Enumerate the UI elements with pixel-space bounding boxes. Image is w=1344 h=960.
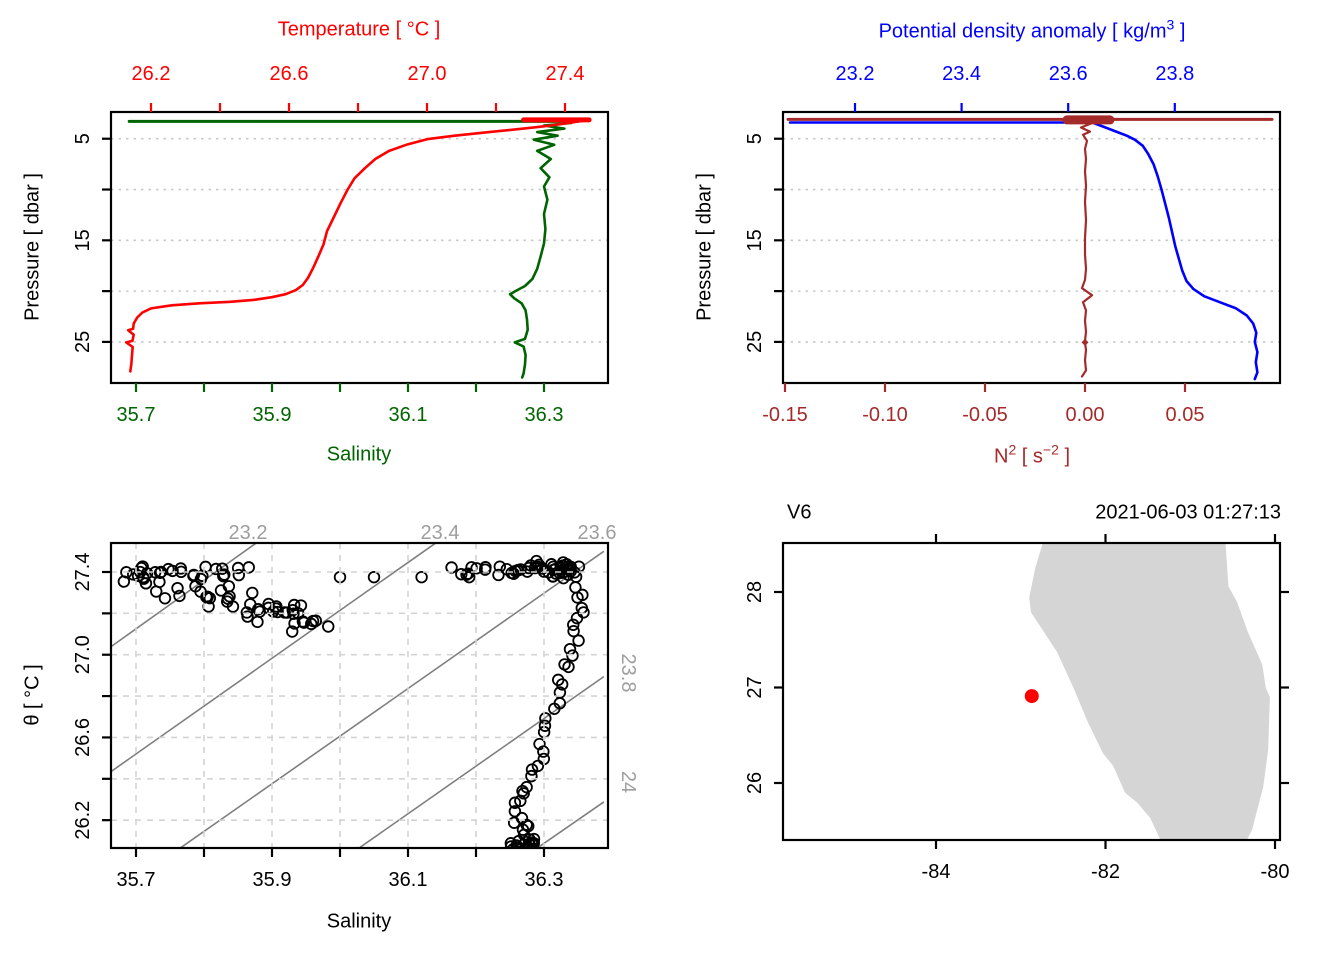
svg-text:28: 28: [744, 581, 766, 603]
station-map-frame: [781, 541, 1282, 842]
temperature-profile: [124, 119, 587, 373]
profile-density-n2-content: [783, 115, 1280, 381]
svg-text:23.6: 23.6: [1049, 63, 1088, 85]
svg-text:35.9: 35.9: [253, 404, 292, 426]
station-map-axis-lon: -84 -82 -80: [922, 840, 1290, 883]
svg-text:25: 25: [744, 331, 766, 353]
n2-axis-title: N2 [ s−2 ]: [993, 441, 1071, 468]
svg-text:36.1: 36.1: [389, 404, 428, 426]
svg-text:23.2: 23.2: [836, 63, 875, 85]
svg-text:5: 5: [72, 133, 94, 144]
svg-text:36.3: 36.3: [525, 869, 564, 891]
profile-density-n2-axis-n2: -0.15 -0.10 -0.05 0.00 0.05: [762, 383, 1204, 426]
svg-text:35.7: 35.7: [117, 404, 156, 426]
svg-text:35.7: 35.7: [117, 869, 156, 891]
svg-text:5: 5: [744, 133, 766, 144]
svg-text:23.4: 23.4: [942, 63, 981, 85]
profile-density-n2-axis-press: 5 15 25: [744, 133, 783, 353]
svg-text:27.4: 27.4: [72, 553, 94, 592]
profile-temp-sal-axis-press: 5 15 25: [72, 133, 111, 353]
svg-text:-0.10: -0.10: [862, 404, 908, 426]
svg-text:36.3: 36.3: [525, 404, 564, 426]
svg-text:27: 27: [744, 676, 766, 698]
temperature-axis-title: Temperature [ °C ]: [277, 18, 441, 41]
isopycnal-24: [536, 801, 605, 848]
svg-text:-80: -80: [1261, 861, 1290, 883]
salinity-axis-title-bottom: Salinity: [326, 910, 392, 933]
svg-text:24: 24: [617, 771, 639, 793]
florida-coastline: [1029, 543, 1270, 840]
ts-diagram-content: [111, 543, 608, 848]
svg-text:27.4: 27.4: [546, 63, 585, 85]
salinity-axis-title-top: Salinity: [326, 443, 392, 466]
theta-axis-title: θ [ °C ]: [21, 664, 44, 726]
svg-text:23.8: 23.8: [617, 654, 639, 693]
profile-temp-sal-content: [111, 117, 608, 379]
profile-density-n2-axis-dens: 23.2 23.4 23.6 23.8: [836, 63, 1194, 112]
svg-text:26: 26: [744, 772, 766, 794]
pressure-axis-title-left: Pressure [ dbar ]: [21, 173, 44, 321]
svg-text:-82: -82: [1091, 861, 1120, 883]
svg-text:23.4: 23.4: [421, 522, 460, 544]
svg-text:15: 15: [72, 229, 94, 251]
svg-text:0.00: 0.00: [1066, 404, 1105, 426]
station-location-dot: [1024, 689, 1039, 704]
station-map-axis-lat_right: [1280, 590, 1289, 785]
svg-text:23.8: 23.8: [1155, 63, 1194, 85]
profile-temp-sal-axis-sal: 35.7 35.9 36.1 36.3: [117, 383, 564, 426]
svg-text:0.05: 0.05: [1166, 404, 1205, 426]
station-map-axis-lon_top: [934, 534, 1277, 543]
ts-diagram-axis-theta: 26.2 26.6 27.0 27.4: [72, 553, 111, 840]
svg-text:23.2: 23.2: [229, 522, 268, 544]
svg-text:-0.05: -0.05: [962, 404, 1008, 426]
density-axis-title: Potential density anomaly [ kg/m3 ]: [878, 16, 1186, 43]
station-id-label: V6: [787, 501, 812, 524]
isopycnal-23.2: [111, 543, 258, 648]
svg-text:26.2: 26.2: [132, 63, 171, 85]
n2-25dbar-marker: [1081, 338, 1089, 346]
svg-text:-0.15: -0.15: [762, 404, 808, 426]
pressure-axis-title-right: Pressure [ dbar ]: [693, 173, 716, 321]
n2-profile: [1079, 116, 1094, 378]
svg-text:26.6: 26.6: [72, 718, 94, 757]
svg-text:23.6: 23.6: [578, 522, 617, 544]
ts-points: [117, 554, 590, 848]
profile-temp-sal-frame: [109, 110, 610, 385]
svg-text:27.0: 27.0: [72, 635, 94, 674]
isopycnal-23.8: [358, 675, 605, 848]
svg-text:26.6: 26.6: [270, 63, 309, 85]
svg-text:15: 15: [744, 229, 766, 251]
profile-temp-sal-axis-temp: 26.2 26.6 27.0 27.4: [132, 63, 585, 112]
density-profile: [1093, 122, 1259, 381]
station-map-content: [1024, 543, 1270, 840]
station-timestamp-label: 2021-06-03 01:27:13: [1095, 501, 1281, 524]
svg-text:-84: -84: [922, 861, 951, 883]
station-map-axis-lat: 26 27 28: [744, 581, 783, 794]
profile-density-n2-frame: [781, 110, 1282, 385]
salinity-profile: [508, 121, 573, 379]
ts-diagram-axis-sal: 35.7 35.9 36.1 36.3: [117, 848, 564, 891]
svg-text:35.9: 35.9: [253, 869, 292, 891]
svg-text:25: 25: [72, 331, 94, 353]
svg-text:27.0: 27.0: [408, 63, 447, 85]
svg-text:26.2: 26.2: [72, 801, 94, 840]
isopycnal-23.4: [111, 543, 438, 773]
svg-text:36.1: 36.1: [389, 869, 428, 891]
isopycnal-23.6: [179, 550, 605, 848]
